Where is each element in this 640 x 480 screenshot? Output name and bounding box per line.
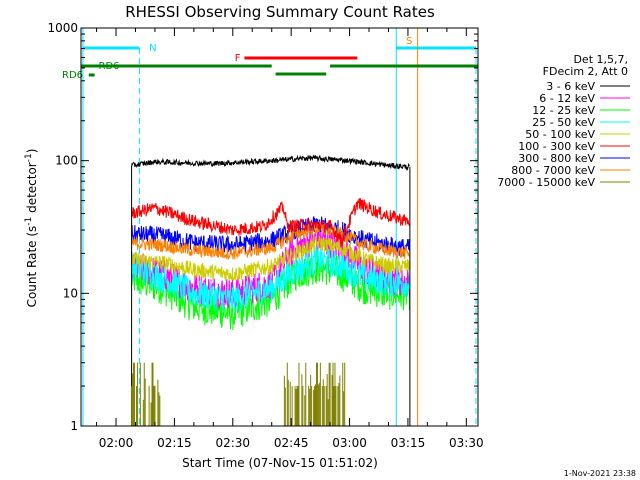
legend-header-line: Det 1,5,7, [573,53,628,66]
series-line-0 [131,154,410,172]
series-line-4 [131,235,410,282]
axes: 02:00 02:15 02:30 02:45 03:00 03:15 03:30 1 10 10… [47,21,483,450]
footer-timestamp: 1-Nov-2021 23:38 [564,469,636,478]
plot-area: N F S RD6 RD6 [62,28,478,426]
x-tick-label: 02:30 [215,436,250,450]
legend-label: 12 - 25 keV [532,104,595,117]
y-axis-label-sup: -1 [24,217,34,226]
y-axis-label: Count Rate (s-1 detector-1) [24,149,39,308]
plot-frame [80,27,479,427]
y-tick-label: 10 [63,286,78,300]
y-tick-label: 1000 [47,21,78,35]
legend-header-line: FDecim 2, Att 0 [543,65,628,78]
legend-label: 7000 - 15000 keV [497,176,595,189]
annotation-n: N [149,43,156,54]
legend-label: 25 - 50 keV [532,116,595,129]
x-tick-label: 03:15 [391,436,426,450]
series-line-3 [131,245,410,313]
legend-label: 3 - 6 keV [546,80,595,93]
series-line-5 [131,197,410,247]
x-tick-label: 03:00 [332,436,367,450]
x-tick-label: 02:00 [99,436,134,450]
x-axis-label: Start Time (07-Nov-15 01:51:02) [182,456,378,470]
chart-title: RHESSI Observing Summary Count Rates [125,3,435,21]
y-axis-label-sup2: -1 [24,153,34,162]
series-line-7 [131,221,410,260]
legend-label: 50 - 100 keV [525,128,595,141]
legend-label: 300 - 800 keV [518,152,595,165]
legend-label: 6 - 12 keV [539,92,595,105]
x-tick-label: 03:30 [449,436,484,450]
y-tick-label: 100 [55,154,78,168]
y-axis-label-end: ) [25,149,39,154]
y-tick-label: 1 [70,419,78,433]
x-tick-label: 02:45 [274,436,309,450]
y-axis-label-main: Count Rate (s [25,226,39,308]
legend-label: 100 - 300 keV [518,140,595,153]
annotation-rd6-upper: RD6 [99,61,120,72]
annotation-s: S [406,36,412,47]
x-tick-label: 02:15 [157,436,192,450]
annotation-f: F [235,53,241,64]
legend-label: 800 - 7000 keV [511,164,595,177]
y-axis-label-rest: detector [25,162,39,217]
annotation-rd6-lower: RD6 [62,70,83,81]
